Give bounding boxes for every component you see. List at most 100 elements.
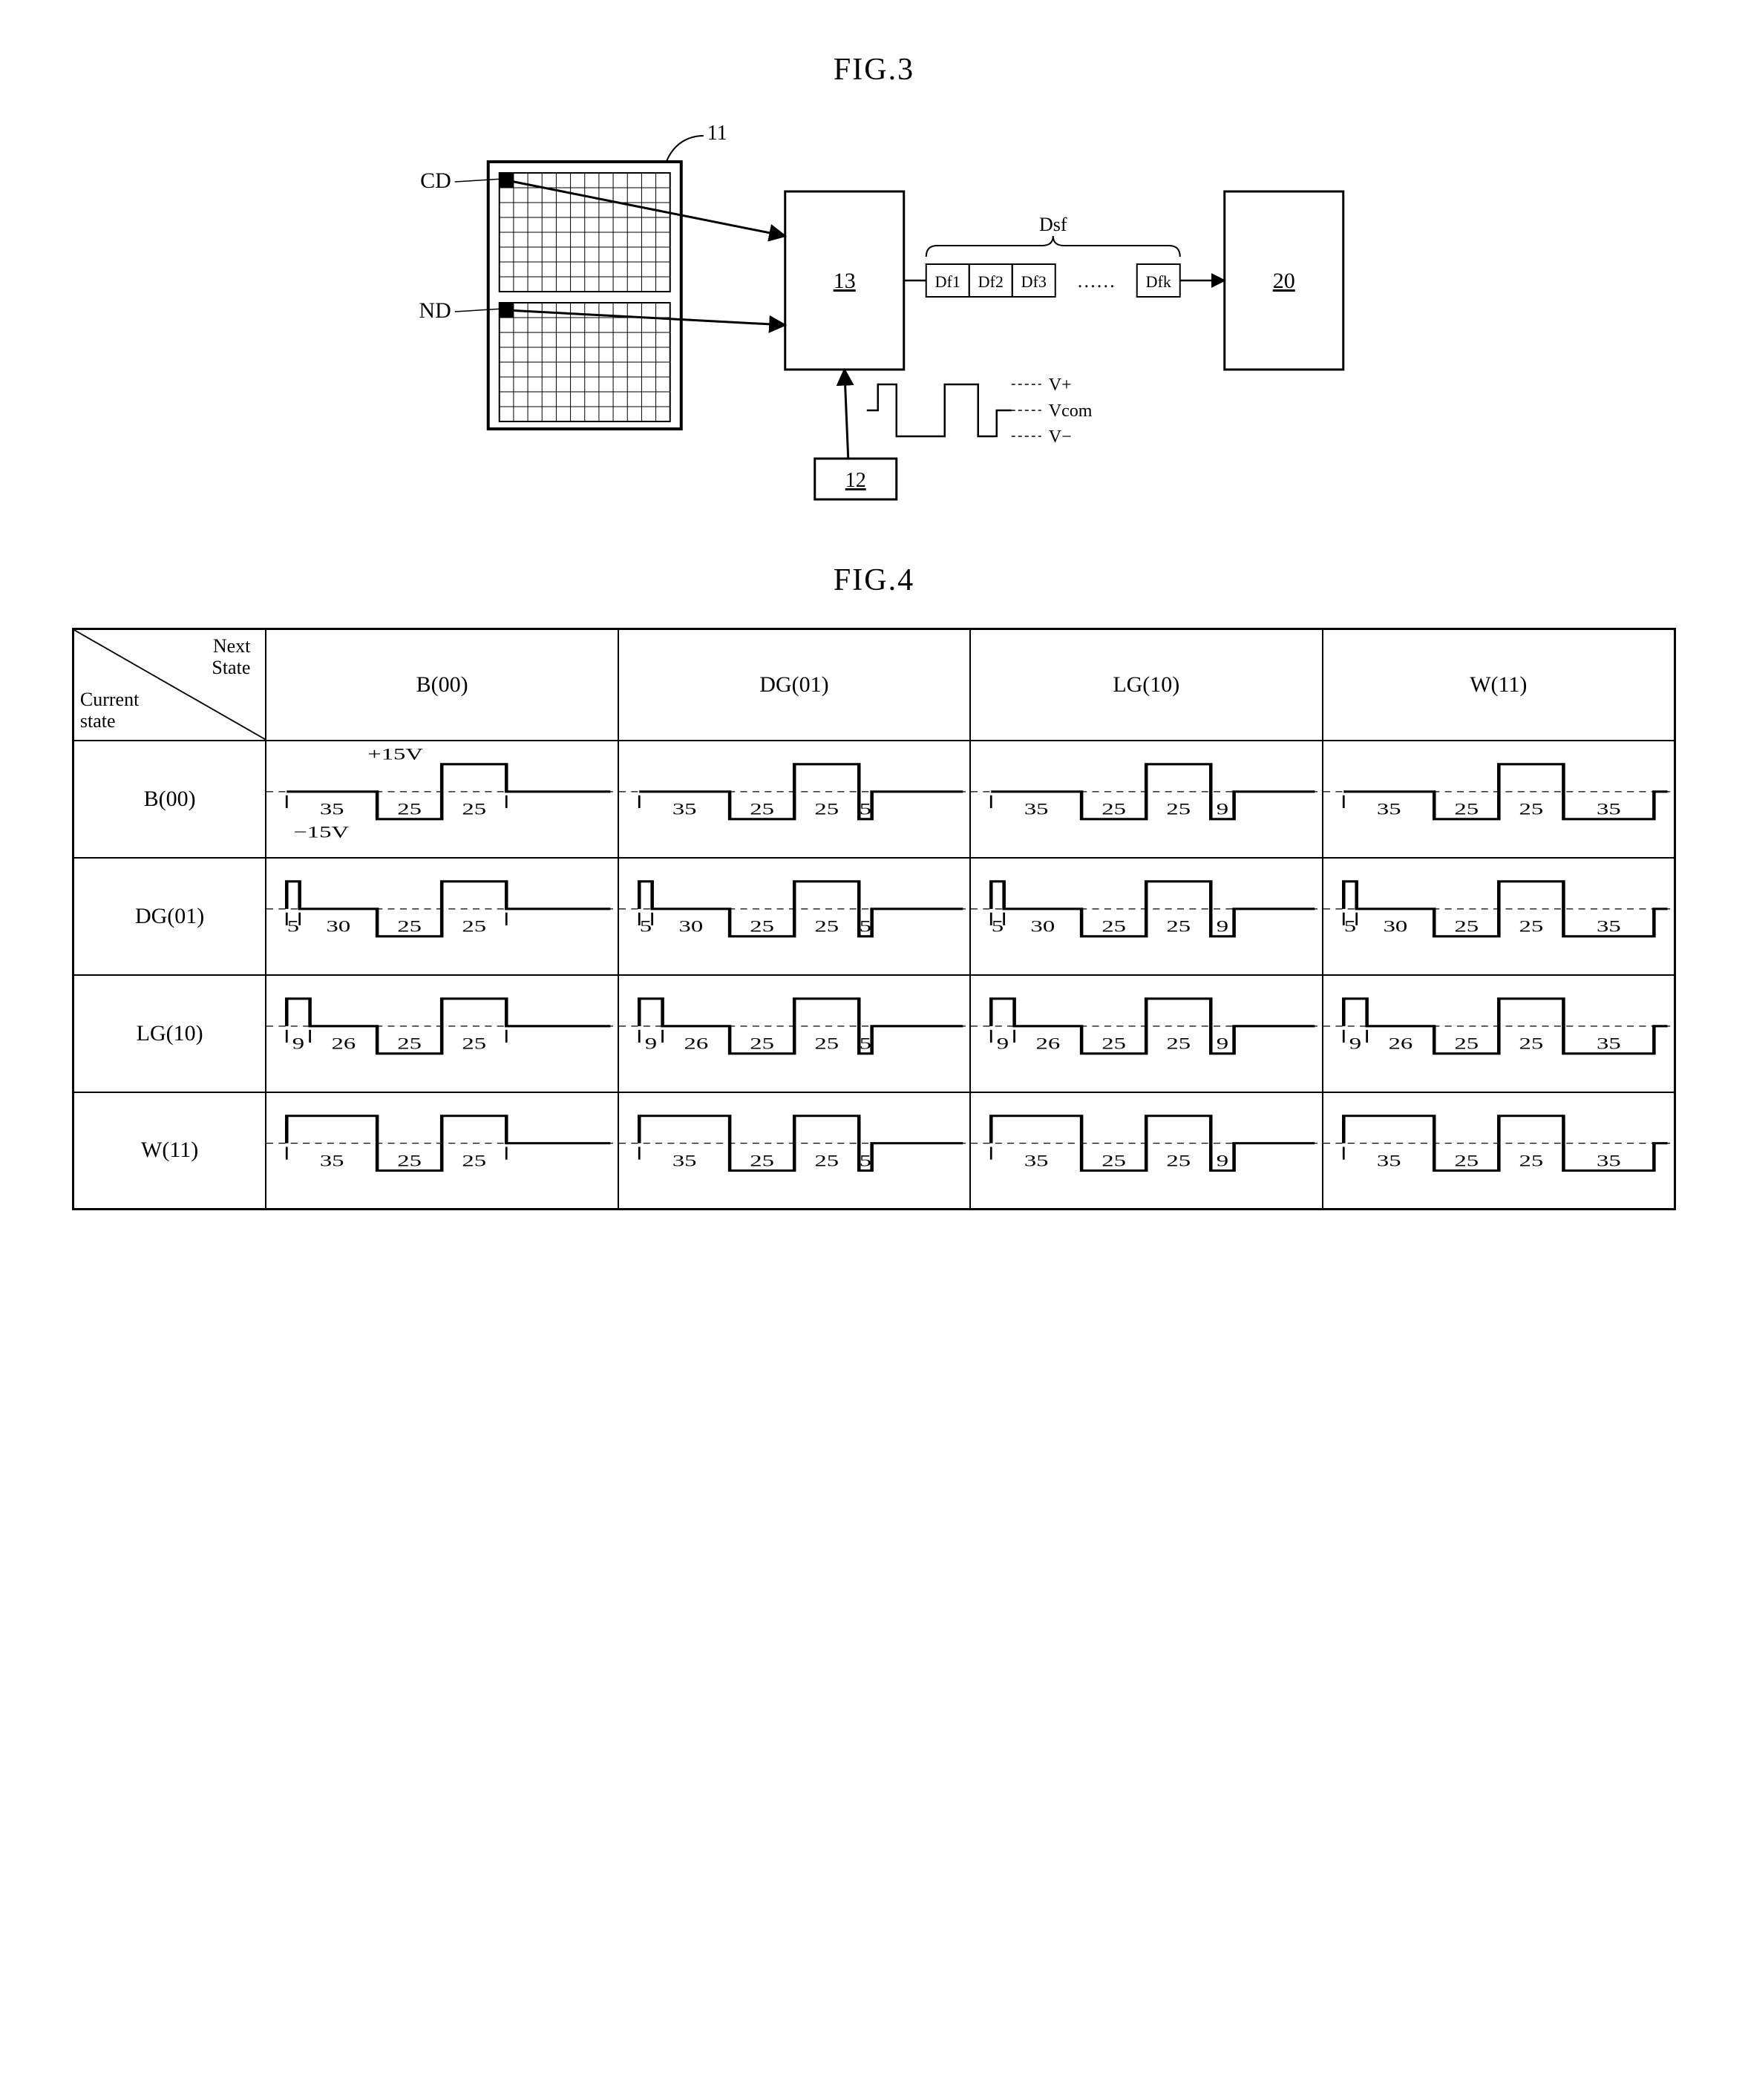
svg-text:5: 5 xyxy=(287,917,299,936)
svg-text:25: 25 xyxy=(1101,1152,1126,1170)
svg-text:5: 5 xyxy=(860,1152,871,1170)
svg-text:35: 35 xyxy=(320,1152,344,1170)
waveform-cell: 35252535 xyxy=(1323,1092,1675,1210)
svg-text:35: 35 xyxy=(1597,1034,1621,1053)
svg-text:V+: V+ xyxy=(1049,375,1072,395)
svg-text:Df3: Df3 xyxy=(1021,272,1046,291)
svg-text:25: 25 xyxy=(398,800,422,818)
svg-text:+15V: +15V xyxy=(368,745,424,764)
svg-text:30: 30 xyxy=(678,917,703,936)
waveform-cell: 9262525 xyxy=(266,975,618,1092)
svg-text:35: 35 xyxy=(320,800,344,818)
svg-text:25: 25 xyxy=(462,917,487,936)
svg-text:25: 25 xyxy=(1519,1034,1543,1053)
svg-text:25: 25 xyxy=(1166,917,1191,936)
svg-text:25: 25 xyxy=(462,800,487,818)
svg-text:13: 13 xyxy=(834,269,856,293)
svg-text:9: 9 xyxy=(292,1034,304,1053)
svg-text:9: 9 xyxy=(997,1034,1009,1053)
svg-text:9: 9 xyxy=(1217,917,1228,936)
svg-text:9: 9 xyxy=(645,1034,657,1053)
svg-text:25: 25 xyxy=(750,1152,774,1170)
svg-text:12: 12 xyxy=(845,469,866,492)
svg-text:35: 35 xyxy=(1024,1152,1049,1170)
svg-text:25: 25 xyxy=(398,917,422,936)
svg-text:25: 25 xyxy=(1166,800,1191,818)
svg-text:25: 25 xyxy=(1454,1034,1479,1053)
svg-text:5: 5 xyxy=(860,917,871,936)
fig3-title: FIG.3 xyxy=(30,52,1718,88)
svg-text:25: 25 xyxy=(750,917,774,936)
svg-text:5: 5 xyxy=(860,1034,871,1053)
svg-text:35: 35 xyxy=(1597,917,1621,936)
svg-text:25: 25 xyxy=(750,800,774,818)
svg-text:25: 25 xyxy=(1519,917,1543,936)
svg-text:26: 26 xyxy=(1036,1034,1061,1053)
waveform-cell: 9 26 25 25 35 xyxy=(1323,975,1675,1092)
waveform-cell: 53025259 xyxy=(970,858,1322,975)
waveform-cell: 35 25 25 xyxy=(266,1092,618,1210)
svg-text:5: 5 xyxy=(860,800,871,818)
svg-text:30: 30 xyxy=(1383,917,1407,936)
fig4-title: FIG.4 xyxy=(30,562,1718,598)
waveform-cell: 35 25 25 9 xyxy=(970,741,1322,858)
svg-text:25: 25 xyxy=(814,800,839,818)
svg-text:25: 25 xyxy=(1166,1034,1191,1053)
svg-text:25: 25 xyxy=(1101,917,1126,936)
svg-text:V−: V− xyxy=(1049,427,1072,447)
svg-text:5: 5 xyxy=(992,917,1004,936)
svg-text:25: 25 xyxy=(750,1034,774,1053)
waveform-cell: 530252535 xyxy=(1323,858,1675,975)
row-header: B(00) xyxy=(73,741,266,858)
svg-text:35: 35 xyxy=(672,1152,697,1170)
col-header: DG(01) xyxy=(618,629,970,741)
svg-text:25: 25 xyxy=(1166,1152,1191,1170)
svg-text:25: 25 xyxy=(1454,1152,1479,1170)
lookup-table: NextState CurrentstateB(00)DG(01)LG(10)W… xyxy=(72,628,1676,1210)
svg-text:26: 26 xyxy=(1388,1034,1413,1053)
waveform-cell: 5302525 xyxy=(266,858,618,975)
svg-text:25: 25 xyxy=(1101,800,1126,818)
svg-text:9: 9 xyxy=(1217,1034,1228,1053)
svg-text:25: 25 xyxy=(1519,800,1543,818)
svg-text:Vcom: Vcom xyxy=(1049,401,1093,421)
svg-text:25: 25 xyxy=(1519,1152,1543,1170)
row-header: LG(10) xyxy=(73,975,266,1092)
svg-text:9: 9 xyxy=(1349,1034,1361,1053)
svg-text:25: 25 xyxy=(814,917,839,936)
col-header: LG(10) xyxy=(970,629,1322,741)
waveform-cell: 35 25 25 +15V −15V xyxy=(266,741,618,858)
svg-text:35: 35 xyxy=(1376,800,1401,818)
row-header: DG(01) xyxy=(73,858,266,975)
svg-text:Dsf: Dsf xyxy=(1039,214,1067,235)
svg-text:……: …… xyxy=(1077,270,1116,292)
svg-text:35: 35 xyxy=(1597,800,1621,818)
col-header: B(00) xyxy=(266,629,618,741)
svg-text:25: 25 xyxy=(1101,1034,1126,1053)
svg-text:CD: CD xyxy=(420,168,451,193)
waveform-cell: 35 25 25 9 xyxy=(970,1092,1322,1210)
svg-text:9: 9 xyxy=(1217,1152,1228,1170)
svg-text:25: 25 xyxy=(1454,800,1479,818)
fig3-diagram: CDND111312V+VcomV−Df1Df2Df3……Dfk20Dsf xyxy=(114,117,1634,503)
svg-text:Df1: Df1 xyxy=(934,272,960,291)
svg-text:25: 25 xyxy=(462,1152,487,1170)
svg-text:25: 25 xyxy=(398,1152,422,1170)
header-diagonal-cell: NextState Currentstate xyxy=(73,629,266,741)
svg-text:Dfk: Dfk xyxy=(1145,272,1171,291)
svg-text:25: 25 xyxy=(814,1034,839,1053)
waveform-cell: 53025255 xyxy=(618,858,970,975)
row-header: W(11) xyxy=(73,1092,266,1210)
svg-text:−15V: −15V xyxy=(294,823,350,841)
svg-text:25: 25 xyxy=(398,1034,422,1053)
svg-text:9: 9 xyxy=(1217,800,1228,818)
waveform-cell: 35 25 25 5 xyxy=(618,1092,970,1210)
svg-text:35: 35 xyxy=(672,800,697,818)
svg-text:35: 35 xyxy=(1024,800,1049,818)
waveform-cell: 35 25 25 35 xyxy=(1323,741,1675,858)
svg-text:35: 35 xyxy=(1376,1152,1401,1170)
svg-text:26: 26 xyxy=(684,1034,708,1053)
svg-text:26: 26 xyxy=(332,1034,356,1053)
svg-text:25: 25 xyxy=(814,1152,839,1170)
svg-text:20: 20 xyxy=(1273,269,1295,293)
